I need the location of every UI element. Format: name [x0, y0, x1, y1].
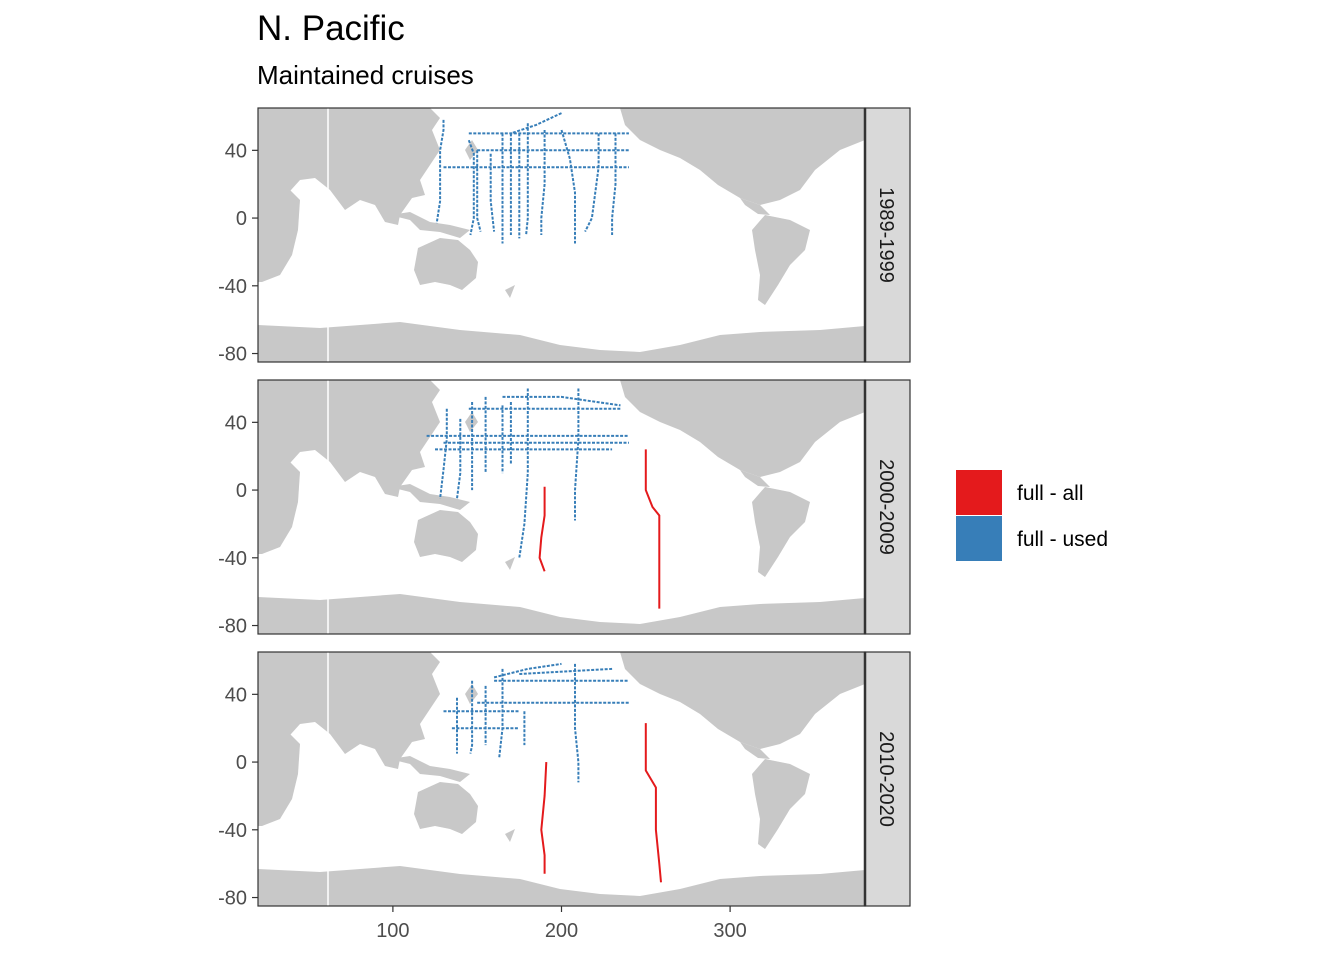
y-tick-label: 0: [236, 480, 247, 502]
facet-strip-label-3: 2010-2020: [875, 731, 897, 827]
y-tick-label: -80: [218, 344, 247, 366]
y-tick-label: -40: [218, 820, 247, 842]
facet-strip-3: [864, 651, 911, 907]
facet-panel-1989-1999: 1989-1999: [257, 107, 911, 363]
cruise-track-full-all: [644, 723, 662, 883]
cruise-track-full-used: [574, 663, 580, 783]
y-tick-label: -40: [218, 548, 247, 570]
cruise-track-full-used: [560, 129, 576, 244]
y-tick-label: 40: [225, 684, 247, 706]
y-tick-label: -80: [218, 616, 247, 638]
cruise-track-full-used: [518, 388, 529, 558]
x-tick-label: 200: [545, 920, 578, 942]
facet-panel-2000-2009: 2000-2009: [257, 379, 911, 635]
y-tick-label: 40: [225, 140, 247, 162]
cruise-tracks-1: [435, 112, 629, 244]
y-tick-label: 40: [225, 412, 247, 434]
x-tick-label: 300: [713, 920, 746, 942]
cruise-track-full-used: [611, 133, 617, 235]
cruise-track-full-used: [574, 388, 580, 521]
cruise-tracks-3: [443, 662, 662, 883]
cruise-track-full-used: [439, 408, 448, 499]
cruise-track-full-used: [519, 667, 613, 675]
legend-label-full-all: full - all: [1017, 482, 1084, 505]
cruise-track-full-all: [540, 762, 548, 874]
plot-title: N. Pacific: [257, 9, 405, 48]
cruise-track-full-used: [489, 153, 496, 232]
cruise-track-full-used: [502, 395, 621, 407]
plot-subtitle: Maintained cruises: [257, 60, 474, 90]
cruise-track-full-used: [493, 662, 562, 679]
legend-label-full-used: full - used: [1017, 528, 1108, 551]
y-tick-label: -40: [218, 276, 247, 298]
cruise-track-full-used: [510, 112, 562, 135]
legend-key-full-used: [956, 516, 1002, 561]
facet-strip-label-1: 1989-1999: [875, 187, 897, 283]
cruise-track-full-used: [540, 130, 546, 235]
facet-strip-1: [864, 107, 911, 363]
legend: full - all full - used: [956, 470, 1108, 561]
cruise-track-full-used: [476, 150, 482, 232]
axes: 40 0 -40 -80 40 0 -40 -80 40 0 -40 -80 100 200 300: [218, 140, 747, 942]
x-tick-label: 100: [376, 920, 409, 942]
cruise-track-full-used: [584, 133, 600, 233]
facet-panel-2010-2020: 2010-2020: [257, 651, 911, 907]
cruise-track-full-used: [456, 418, 462, 499]
cruise-track-full-used: [525, 123, 529, 236]
facet-strip-label-2: 2000-2009: [875, 459, 897, 555]
cruise-track-full-used: [469, 680, 474, 754]
cruise-track-full-all: [538, 486, 546, 572]
cruise-track-full-all: [644, 449, 661, 609]
cruise-track-full-used: [467, 139, 475, 236]
y-tick-label: -80: [218, 888, 247, 910]
cruise-track-full-used: [435, 119, 445, 224]
facet-strip-2: [864, 379, 911, 635]
legend-key-full-all: [956, 470, 1002, 515]
cruise-tracks-2: [426, 388, 661, 609]
y-tick-label: 0: [236, 208, 247, 230]
y-tick-label: 0: [236, 752, 247, 774]
